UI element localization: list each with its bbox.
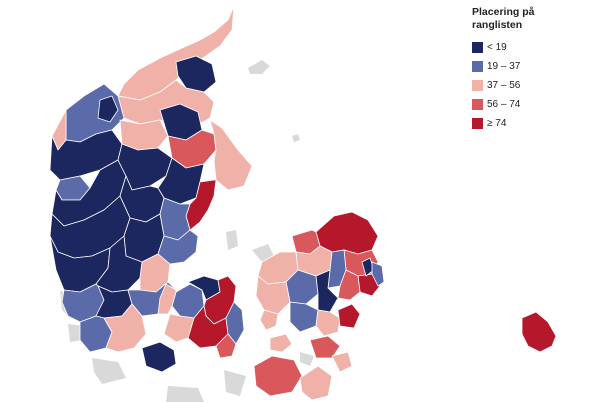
map-legend: Placering på ranglisten < 19 19 – 37 37 … [472,6,594,133]
municipality [331,351,353,373]
municipality [371,261,385,287]
legend-item-19-37: 19 – 37 [472,57,594,76]
legend-swatch-blue-icon [472,61,483,72]
legend-item-lt-19: < 19 [472,38,594,57]
municipality [259,309,279,331]
legend-swatch-red-icon [472,118,483,129]
legend-item-gte-74: ≥ 74 [472,114,594,133]
municipality [315,211,379,255]
municipality [299,365,333,401]
municipality [337,269,361,301]
municipality [163,313,195,343]
legend-label: 37 – 56 [487,80,521,91]
legend-swatch-pink-icon [472,80,483,91]
municipality [309,335,341,359]
municipality [289,301,319,333]
municipality [269,333,293,353]
bornholm [521,311,557,353]
municipality [141,341,177,373]
municipality [175,55,217,93]
legend-item-56-74: 56 – 74 [472,95,594,114]
region-jutland [49,5,253,373]
municipality [103,303,147,353]
municipality [315,269,339,313]
region-zealand [255,211,385,359]
legend-label: ≥ 74 [487,118,507,129]
municipality [97,95,119,123]
municipality [185,179,217,231]
municipality [255,275,291,315]
legend-label: < 19 [487,42,507,53]
municipality [215,333,237,359]
neighbour-land [60,60,314,402]
municipality [337,303,361,329]
municipality [157,283,177,315]
municipality [209,119,253,191]
legend-title: Placering på ranglisten [472,6,535,31]
legend-item-37-56: 37 – 56 [472,76,594,95]
legend-swatch-salmon-icon [472,99,483,110]
legend-label: 19 – 37 [487,61,521,72]
municipality [253,355,303,397]
municipality [315,309,341,337]
legend-swatch-navy-icon [472,42,483,53]
legend-label: 56 – 74 [487,99,521,110]
region-funen [157,275,245,359]
region-lolland-falster [253,351,353,401]
municipality [119,119,169,151]
